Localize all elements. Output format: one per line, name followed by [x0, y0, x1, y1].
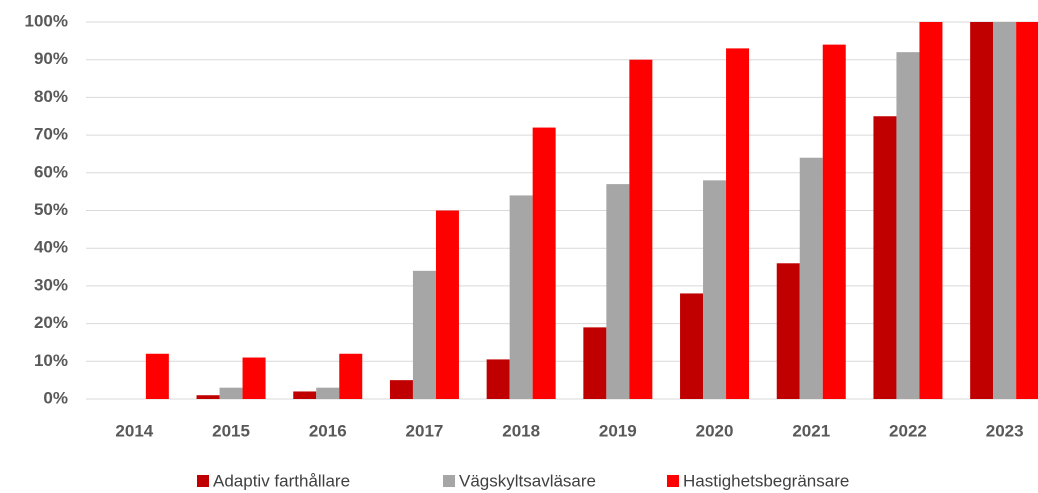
bar: [970, 22, 994, 399]
bar: [219, 387, 243, 399]
bar: [509, 195, 533, 399]
bar: [316, 387, 340, 399]
bar: [680, 293, 704, 399]
bar: [896, 52, 920, 399]
y-tick-label: 10%: [34, 351, 68, 370]
bar: [726, 48, 750, 399]
x-tick-label: 2021: [792, 421, 830, 440]
bar: [389, 380, 413, 399]
bar: [703, 180, 727, 399]
bar: [799, 157, 823, 399]
legend-swatch: [443, 475, 455, 487]
bar: [873, 116, 897, 399]
x-tick-label: 2018: [502, 421, 540, 440]
bar: [629, 59, 653, 399]
bar: [532, 127, 556, 399]
bar: [242, 357, 266, 399]
x-tick-label: 2019: [599, 421, 637, 440]
y-tick-label: 80%: [34, 87, 68, 106]
bar: [435, 210, 459, 399]
bar: [993, 22, 1017, 399]
bar: [1016, 22, 1038, 399]
legend-swatch: [667, 475, 679, 487]
y-tick-label: 40%: [34, 238, 68, 257]
bar: [196, 395, 220, 399]
x-tick-label: 2015: [212, 421, 250, 440]
y-tick-label: 100%: [25, 11, 68, 30]
bar: [822, 44, 846, 400]
y-tick-label: 30%: [34, 275, 68, 294]
bar: [486, 359, 510, 399]
legend-label: Hastighetsbegränsare: [683, 471, 849, 490]
y-tick-label: 70%: [34, 125, 68, 144]
y-tick-label: 20%: [34, 313, 68, 332]
y-tick-label: 0%: [43, 388, 68, 407]
x-tick-label: 2023: [986, 421, 1024, 440]
bar: [293, 391, 317, 399]
x-tick-label: 2020: [696, 421, 734, 440]
y-tick-label: 50%: [34, 200, 68, 219]
bar: [583, 327, 607, 399]
x-tick-label: 2017: [406, 421, 444, 440]
bar: [412, 270, 436, 399]
legend-swatch: [197, 475, 209, 487]
bar: [339, 353, 363, 399]
y-tick-label: 60%: [34, 162, 68, 181]
y-tick-label: 90%: [34, 49, 68, 68]
legend-label: Vägskyltsavläsare: [459, 471, 596, 490]
bar: [919, 22, 943, 399]
legend-label: Adaptiv farthållare: [213, 471, 350, 490]
bar: [145, 353, 169, 399]
x-tick-label: 2014: [115, 421, 153, 440]
bar: [606, 184, 630, 399]
x-tick-label: 2022: [889, 421, 927, 440]
bar: [776, 263, 800, 399]
x-tick-label: 2016: [309, 421, 347, 440]
